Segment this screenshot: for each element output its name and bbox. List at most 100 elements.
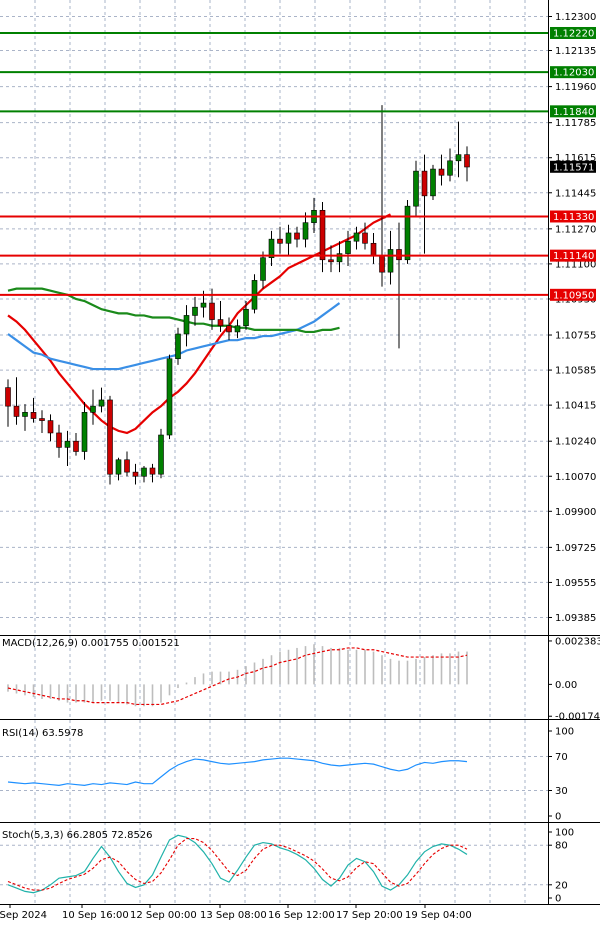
candle-body xyxy=(149,467,156,475)
stoch-k-line xyxy=(7,834,468,894)
x-tick-label: 12 Sep 00:00 xyxy=(130,910,197,921)
candle-body xyxy=(22,412,28,417)
candle-body xyxy=(47,420,54,434)
level-label: 1.11840 xyxy=(553,107,594,118)
candle-body xyxy=(277,238,283,244)
grid xyxy=(0,0,548,904)
candle-body xyxy=(64,440,71,448)
price-tick-label: 1.10585 xyxy=(555,366,596,377)
candle-body xyxy=(234,325,241,333)
candle-body xyxy=(370,242,377,256)
price-tick-label: 1.11100 xyxy=(555,259,596,270)
candle-body xyxy=(183,315,190,335)
level-label: 1.12030 xyxy=(553,68,594,79)
candle-body xyxy=(5,387,11,407)
candle-body xyxy=(175,333,181,360)
candle-body xyxy=(268,238,275,259)
candle-body xyxy=(56,432,62,448)
candle-body xyxy=(302,222,309,240)
candle-body xyxy=(132,471,139,477)
candle-body xyxy=(73,440,79,452)
candle-body xyxy=(353,232,360,242)
price-tick-label: 1.11270 xyxy=(555,224,596,235)
price-tick-label: 1.12300 xyxy=(555,12,596,23)
rsi-tick-label: 100 xyxy=(555,727,574,738)
last-price-box xyxy=(550,160,596,173)
level-label: 1.11140 xyxy=(553,251,594,262)
stoch-title: Stoch(5,3,3) 66.2805 72.8526 xyxy=(2,830,153,841)
price-panel xyxy=(0,31,548,485)
candle-body xyxy=(200,302,207,308)
candle-body xyxy=(158,434,164,475)
rsi-line xyxy=(7,757,468,787)
candle-body xyxy=(430,168,436,197)
x-tick-label: 13 Sep 08:00 xyxy=(200,910,267,921)
price-tick-label: 1.11960 xyxy=(555,82,596,93)
candle-body xyxy=(387,249,394,273)
candle-body xyxy=(209,302,215,320)
x-tick-label: 10 Sep 16:00 xyxy=(62,910,129,921)
last-price-label: 1.11571 xyxy=(553,162,594,173)
candle-body xyxy=(98,399,105,407)
candle-body xyxy=(243,308,249,327)
stoch-tick-label: 100 xyxy=(555,828,574,839)
candle-body xyxy=(285,232,292,244)
ma-line-green xyxy=(7,287,340,334)
candle-body xyxy=(115,459,122,475)
stoch-tick-label: 80 xyxy=(555,841,568,852)
price-tick-label: 1.11615 xyxy=(555,153,596,164)
candle-body xyxy=(124,459,130,473)
level-label-box xyxy=(550,288,596,301)
price-tick-label: 1.10755 xyxy=(555,331,596,342)
candle-body xyxy=(141,467,147,477)
candle-body xyxy=(464,154,470,168)
rsi-title: RSI(14) 63.5978 xyxy=(2,728,83,739)
stoch-tick-label: 0 xyxy=(555,894,561,905)
macd-tick-label: -0.001748 xyxy=(555,712,600,723)
candle-body xyxy=(328,259,334,263)
rsi-panel: RSI(14) 63.5978 xyxy=(2,728,468,787)
candle-body xyxy=(413,170,419,207)
level-label-box xyxy=(550,26,596,39)
level-label-box xyxy=(550,249,596,262)
candle-body xyxy=(447,160,453,176)
ma-line-red xyxy=(7,213,391,435)
ma-line-blue xyxy=(7,302,341,371)
price-tick-label: 1.12135 xyxy=(555,46,596,57)
stoch-panel: Stoch(5,3,3) 66.2805 72.8526 xyxy=(2,830,468,894)
candle-body xyxy=(438,168,445,176)
macd-title: MACD(12,26,9) 0.001755 0.001521 xyxy=(2,638,180,649)
price-tick-label: 1.11445 xyxy=(555,188,596,199)
price-tick-label: 1.09385 xyxy=(555,613,596,624)
candle-body xyxy=(107,399,113,475)
candle-body xyxy=(166,358,173,436)
price-tick-label: 1.09555 xyxy=(555,578,596,589)
candle-body xyxy=(260,257,266,281)
candle-body xyxy=(294,232,300,240)
candle-body xyxy=(421,170,428,197)
price-tick-label: 1.10070 xyxy=(555,472,596,483)
level-label: 1.11330 xyxy=(553,212,594,223)
candle-body xyxy=(319,209,326,261)
rsi-tick-label: 0 xyxy=(555,812,561,823)
candle-body xyxy=(226,325,232,333)
candle-body xyxy=(192,306,198,316)
level-label: 1.12220 xyxy=(553,28,594,39)
price-tick-label: 1.10240 xyxy=(555,437,596,448)
price-tick-label: 1.10415 xyxy=(555,401,596,412)
level-label-box xyxy=(550,105,596,118)
candle-body xyxy=(396,249,402,261)
macd-panel: MACD(12,26,9) 0.001755 0.001521 xyxy=(2,638,468,707)
candle-body xyxy=(13,405,20,417)
candle-body xyxy=(379,255,385,273)
candle-body xyxy=(217,319,224,327)
level-label: 1.10950 xyxy=(553,290,594,301)
macd-tick-label: 0.002383 xyxy=(555,636,600,647)
candle-body xyxy=(345,240,351,254)
rsi-tick-label: 70 xyxy=(555,752,568,763)
candle-body xyxy=(362,232,368,244)
candle-body xyxy=(30,412,37,419)
candle-body xyxy=(404,205,411,261)
